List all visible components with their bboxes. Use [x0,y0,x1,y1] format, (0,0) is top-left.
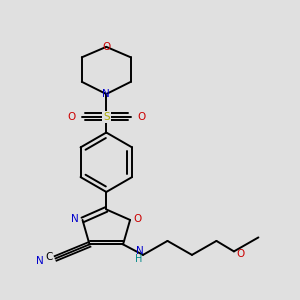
Text: S: S [103,112,110,122]
Text: O: O [137,112,146,122]
Text: H: H [135,254,142,264]
Text: O: O [134,214,142,224]
Text: N: N [102,89,110,99]
Text: N: N [36,256,44,266]
Text: O: O [236,249,244,259]
Text: N: N [71,214,79,224]
Text: C: C [46,252,53,262]
Text: O: O [67,112,75,122]
Text: O: O [102,42,110,52]
Text: N: N [136,246,144,256]
